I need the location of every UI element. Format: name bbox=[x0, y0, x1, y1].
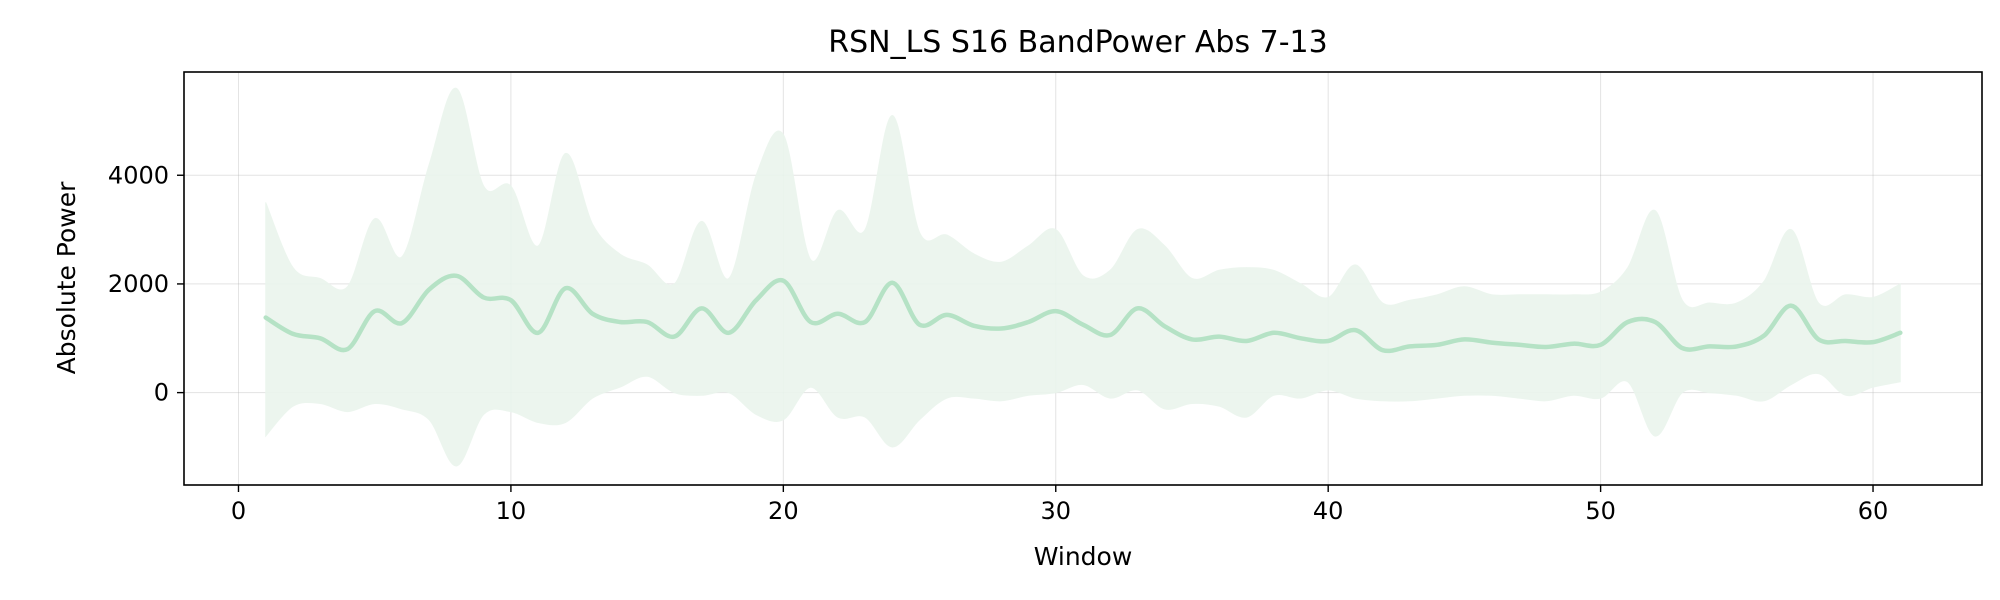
y-tick-label: 4000 bbox=[108, 161, 169, 189]
x-tick-label: 20 bbox=[768, 497, 799, 525]
x-tick-label: 30 bbox=[1040, 497, 1071, 525]
y-axis-label: Absolute Power bbox=[52, 181, 81, 375]
x-tick-label: 0 bbox=[231, 497, 246, 525]
y-tick-label: 0 bbox=[154, 379, 169, 407]
band-layer bbox=[265, 87, 1901, 467]
x-tick-label: 60 bbox=[1858, 497, 1889, 525]
x-axis-label: Window bbox=[1034, 542, 1133, 571]
plot-frame bbox=[183, 71, 1983, 486]
y-axis: 0 2000 4000 bbox=[108, 161, 184, 407]
x-tick-label: 10 bbox=[496, 497, 527, 525]
std-band bbox=[265, 87, 1901, 467]
y-tick-label: 2000 bbox=[108, 270, 169, 298]
x-axis: 0 10 20 30 40 50 60 bbox=[231, 485, 1888, 525]
line-layer bbox=[263, 273, 1903, 354]
x-tick-label: 50 bbox=[1585, 497, 1616, 525]
chart-title: RSN_LS S16 BandPower Abs 7-13 bbox=[828, 25, 1327, 60]
x-tick-label: 40 bbox=[1313, 497, 1344, 525]
mean-line bbox=[263, 273, 1903, 354]
